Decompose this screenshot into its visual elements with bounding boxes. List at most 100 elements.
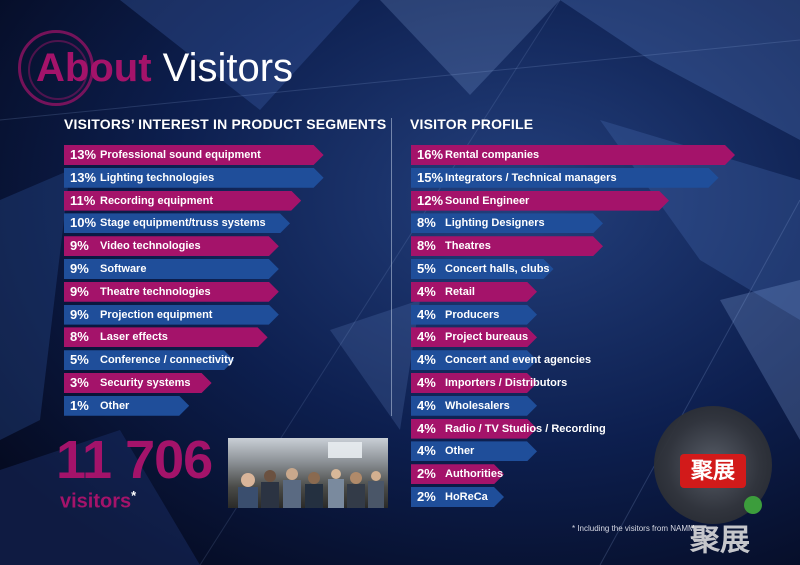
bar-category-label: Conference / connectivity — [100, 354, 234, 367]
bar-category-label: Integrators / Technical managers — [445, 171, 617, 184]
bar-category-label: Wholesalers — [445, 399, 510, 412]
bar — [64, 327, 268, 347]
bar — [411, 464, 504, 484]
bar-value-label: 13% — [70, 147, 97, 162]
bar-category-label: Projection equipment — [100, 308, 213, 321]
bar — [411, 191, 669, 211]
bar-category-label: Professional sound equipment — [100, 149, 261, 161]
bar-value-label: 8% — [417, 238, 436, 254]
bar-value-label: 8% — [70, 329, 89, 345]
title-about: About — [36, 46, 152, 90]
bar-value-label: 4% — [417, 443, 436, 459]
bar-category-label: Retail — [445, 285, 475, 298]
bar-category-label: Radio / TV Studios / Recording — [445, 422, 606, 435]
bar-category-label: Sound Engineer — [445, 194, 530, 207]
leaf-icon — [744, 496, 762, 514]
qr-logo-badge: 聚展 — [680, 454, 746, 488]
total-visitors-label: visitors* — [60, 484, 136, 514]
bar-category-label: Project bureaus — [445, 331, 529, 344]
bar-value-label: 5% — [417, 261, 436, 276]
bar — [411, 327, 537, 347]
bar-category-label: Producers — [445, 308, 500, 321]
bar-category-label: Stage equipment/truss systems — [100, 217, 266, 230]
bar-category-label: Other — [100, 399, 130, 412]
circle-logo-mark — [18, 30, 94, 106]
bar-category-label: Theatre technologies — [100, 285, 211, 298]
bar-category-label: Concert and event agencies — [445, 354, 592, 367]
bar — [64, 350, 234, 370]
bar-value-label: 4% — [417, 420, 436, 436]
bar-category-label: HoReCa — [445, 491, 488, 503]
bar-value-label: 4% — [417, 306, 436, 322]
left-chart-title: VISITORS’ INTEREST IN PRODUCT SEGMENTS — [64, 116, 387, 132]
bar — [64, 213, 290, 233]
bar-category-label: Rental companies — [445, 149, 540, 161]
page-title: About Visitors — [36, 44, 293, 92]
total-visitors-number: 11 706 — [56, 430, 213, 490]
bar — [411, 236, 603, 256]
bar — [64, 373, 212, 393]
bar-value-label: 15% — [417, 169, 444, 185]
bar — [411, 168, 719, 188]
bar-value-label: 2% — [417, 466, 436, 482]
bar-value-label: 4% — [417, 329, 436, 345]
title-visitors: Visitors — [151, 46, 294, 90]
bar-category-label: Recording equipment — [100, 194, 214, 207]
bar-value-label: 3% — [70, 375, 89, 390]
bar-category-label: Authorities — [445, 468, 504, 481]
bar-value-label: 4% — [417, 352, 436, 368]
bar — [64, 259, 279, 279]
bar-value-label: 10% — [70, 215, 97, 231]
bar-category-label: Lighting technologies — [100, 171, 215, 184]
audience-photo — [228, 438, 388, 508]
bar-value-label: 11% — [70, 192, 96, 208]
bar — [411, 282, 537, 302]
interest-bar-chart: 13% Professional sound equipment 13% Lighti… — [64, 145, 65, 146]
bar — [64, 396, 189, 416]
bar-value-label: 9% — [70, 238, 89, 254]
bar-category-label: Laser effects — [100, 331, 168, 344]
watermark: 聚展 — [690, 524, 750, 557]
bar-category-label: Security systems — [100, 377, 191, 389]
bar-category-label: Concert halls, clubs — [445, 263, 550, 275]
bar-value-label: 5% — [70, 352, 89, 368]
bar-category-label: Lighting Designers — [445, 217, 545, 230]
bar — [64, 236, 279, 256]
bar — [411, 487, 504, 507]
column-divider — [391, 118, 392, 416]
footnote: * Including the visitors from NAMM — [572, 524, 695, 533]
bar — [411, 305, 537, 325]
bar — [64, 305, 279, 325]
bar — [411, 373, 537, 393]
bar-category-label: Theatres — [445, 240, 491, 253]
circle-logo-mark-inner — [28, 40, 88, 100]
bar-value-label: 16% — [417, 147, 444, 162]
bar-value-label: 8% — [417, 215, 436, 231]
right-chart-title: VISITOR PROFILE — [410, 116, 534, 132]
bar-value-label: 12% — [417, 192, 444, 208]
bar-value-label: 9% — [70, 261, 89, 276]
bar — [411, 396, 537, 416]
bar-value-label: 4% — [417, 397, 436, 413]
bar-value-label: 9% — [70, 306, 89, 322]
bar-category-label: Importers / Distributors — [445, 377, 568, 389]
bar — [411, 419, 537, 439]
footnote-mark: * — [131, 488, 137, 503]
bar-value-label: 1% — [70, 397, 89, 413]
profile-bar-chart: 16% Rental companies 15% Integrators / Tech… — [411, 145, 412, 146]
bar-value-label: 9% — [70, 283, 89, 299]
bar-value-label: 4% — [417, 283, 436, 299]
bar-value-label: 2% — [417, 489, 436, 504]
bar — [411, 259, 554, 279]
bar-value-label: 13% — [70, 169, 97, 185]
bar — [64, 168, 324, 188]
bar-category-label: Other — [445, 445, 475, 458]
bar-category-label: Software — [100, 263, 147, 275]
bar — [411, 441, 537, 461]
bar-category-label: Video technologies — [100, 240, 201, 253]
visitors-word: visitors — [60, 490, 132, 513]
bar — [64, 145, 324, 165]
bar — [411, 350, 537, 370]
bar-value-label: 4% — [417, 375, 436, 390]
bar — [411, 145, 735, 165]
